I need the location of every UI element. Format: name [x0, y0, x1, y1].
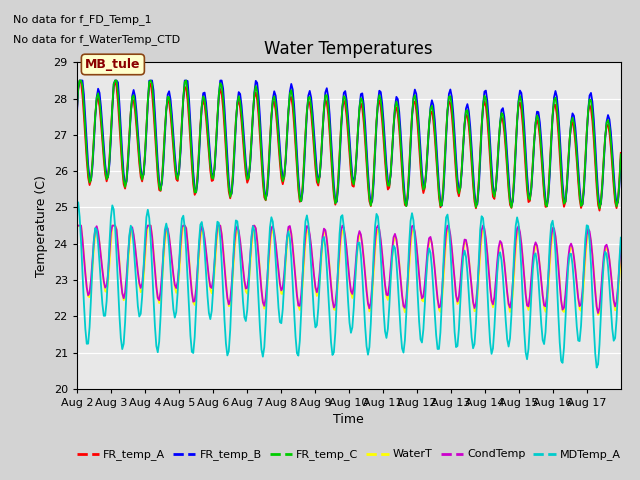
Text: No data for f_FD_Temp_1: No data for f_FD_Temp_1: [13, 14, 152, 25]
CondTemp: [617, 243, 625, 249]
Line: MDTemp_A: MDTemp_A: [77, 202, 621, 368]
FR_temp_A: [596, 208, 604, 214]
MDTemp_A: [354, 240, 362, 246]
CondTemp: [614, 284, 622, 290]
MDTemp_A: [73, 200, 81, 206]
WaterT: [617, 253, 625, 259]
FR_temp_B: [354, 128, 362, 134]
FR_temp_B: [617, 156, 625, 162]
CondTemp: [594, 310, 602, 316]
Line: CondTemp: CondTemp: [77, 226, 621, 313]
WaterT: [354, 240, 362, 246]
Line: FR_temp_C: FR_temp_C: [77, 81, 621, 208]
FR_temp_B: [462, 106, 470, 111]
FR_temp_A: [616, 177, 623, 183]
WaterT: [110, 223, 118, 228]
CondTemp: [353, 249, 360, 254]
FR_temp_B: [73, 114, 81, 120]
MDTemp_A: [543, 303, 551, 309]
FR_temp_A: [93, 97, 100, 103]
FR_temp_C: [73, 109, 81, 115]
FR_temp_C: [354, 125, 362, 131]
FR_temp_B: [616, 183, 623, 189]
FR_temp_C: [543, 204, 551, 209]
FR_temp_B: [76, 78, 83, 84]
FR_temp_C: [76, 78, 83, 84]
MDTemp_A: [593, 365, 600, 371]
FR_temp_A: [543, 204, 551, 209]
Y-axis label: Temperature (C): Temperature (C): [35, 175, 48, 276]
MDTemp_A: [616, 258, 623, 264]
WaterT: [74, 223, 82, 228]
FR_temp_B: [508, 203, 515, 209]
MDTemp_A: [462, 254, 470, 260]
CondTemp: [92, 226, 99, 232]
CondTemp: [461, 237, 468, 242]
Text: No data for f_WaterTemp_CTD: No data for f_WaterTemp_CTD: [13, 34, 180, 45]
X-axis label: Time: Time: [333, 413, 364, 426]
FR_temp_A: [76, 78, 83, 84]
Title: Water Temperatures: Water Temperatures: [264, 40, 433, 58]
WaterT: [73, 225, 81, 231]
FR_temp_A: [354, 126, 362, 132]
MDTemp_A: [617, 235, 625, 240]
MDTemp_A: [93, 227, 100, 233]
FR_temp_C: [462, 108, 470, 114]
FR_temp_A: [462, 112, 470, 118]
FR_temp_B: [110, 81, 118, 87]
FR_temp_B: [93, 95, 100, 100]
CondTemp: [108, 223, 116, 228]
FR_temp_C: [110, 81, 118, 87]
FR_temp_A: [617, 150, 625, 156]
Line: WaterT: WaterT: [77, 226, 621, 315]
MDTemp_A: [74, 199, 82, 205]
Line: FR_temp_B: FR_temp_B: [77, 81, 621, 206]
FR_temp_C: [616, 179, 623, 185]
WaterT: [93, 227, 100, 232]
FR_temp_A: [73, 109, 81, 115]
Line: FR_temp_A: FR_temp_A: [77, 81, 621, 211]
FR_temp_C: [596, 205, 604, 211]
MDTemp_A: [110, 206, 118, 212]
WaterT: [616, 274, 623, 280]
Text: MB_tule: MB_tule: [85, 58, 141, 71]
WaterT: [543, 302, 551, 308]
Legend: FR_temp_A, FR_temp_B, FR_temp_C, WaterT, CondTemp, MDTemp_A: FR_temp_A, FR_temp_B, FR_temp_C, WaterT,…: [72, 445, 625, 465]
FR_temp_B: [545, 194, 552, 200]
FR_temp_C: [93, 95, 100, 101]
CondTemp: [541, 303, 549, 309]
WaterT: [462, 239, 470, 244]
WaterT: [594, 312, 602, 318]
FR_temp_A: [110, 84, 118, 90]
FR_temp_C: [617, 152, 625, 157]
CondTemp: [73, 223, 81, 228]
